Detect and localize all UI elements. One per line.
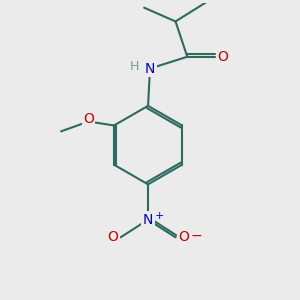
Text: −: −	[190, 228, 202, 242]
Text: O: O	[217, 50, 228, 64]
Text: O: O	[178, 230, 189, 244]
Text: N: N	[145, 61, 155, 76]
Text: O: O	[83, 112, 94, 126]
Text: N: N	[143, 213, 153, 227]
Text: H: H	[130, 60, 139, 73]
Text: O: O	[107, 230, 118, 244]
Text: +: +	[155, 211, 164, 221]
